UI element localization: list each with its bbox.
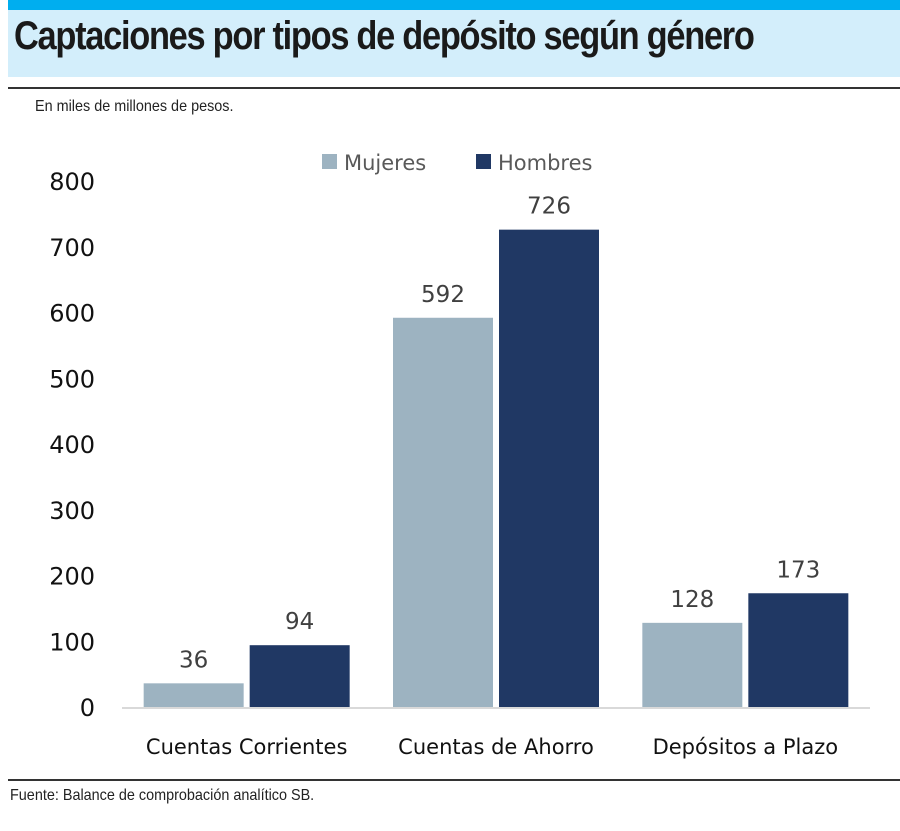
y-tick-label: 800 [49, 168, 95, 196]
bar-hombres [249, 645, 350, 707]
accent-bar [8, 0, 900, 10]
legend-swatch-mujeres [322, 154, 337, 169]
chart-title: Captaciones por tipos de depósito según … [14, 14, 755, 58]
category-label: Depósitos a Plazo [653, 735, 839, 759]
data-label: 592 [421, 282, 465, 308]
y-tick-label: 300 [49, 497, 95, 525]
title-band [8, 10, 900, 77]
y-tick-label: 500 [49, 365, 95, 393]
category-label: Cuentas Corrientes [146, 735, 348, 759]
header-rule [8, 87, 900, 89]
y-tick-label: 200 [49, 563, 95, 591]
legend-label: Hombres [498, 151, 592, 175]
y-tick-label: 400 [49, 431, 95, 459]
legend-label: Mujeres [344, 151, 426, 175]
data-label: 36 [179, 647, 208, 673]
category-label: Cuentas de Ahorro [398, 735, 594, 759]
data-label: 726 [527, 194, 571, 220]
bar-hombres [499, 229, 599, 707]
footer-rule [8, 779, 900, 781]
bar-mujeres [642, 622, 743, 707]
data-label: 128 [670, 587, 714, 613]
bar-mujeres [143, 683, 244, 707]
legend-swatch-hombres [476, 154, 491, 169]
y-tick-label: 700 [49, 234, 95, 262]
y-tick-label: 0 [80, 694, 95, 722]
chart-subtitle: En miles de millones de pesos. [35, 98, 234, 115]
y-tick-label: 600 [49, 300, 95, 328]
bar-hombres [748, 593, 849, 707]
bar-mujeres [393, 317, 493, 707]
data-label: 94 [285, 609, 314, 635]
source-note: Fuente: Balance de comprobación analític… [10, 787, 315, 804]
y-tick-label: 100 [49, 628, 95, 656]
data-label: 173 [776, 557, 820, 583]
